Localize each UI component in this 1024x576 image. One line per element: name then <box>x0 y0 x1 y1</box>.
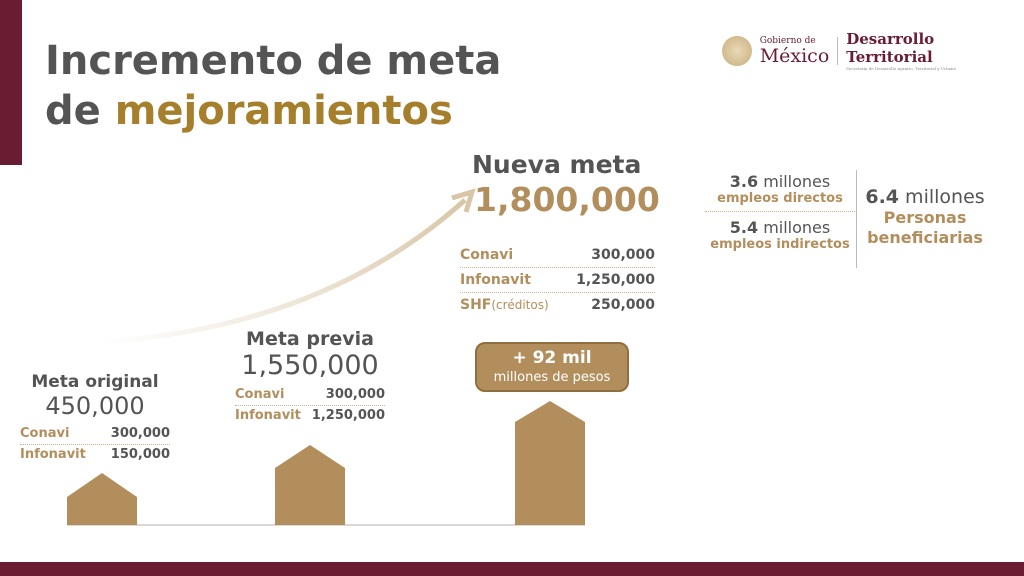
row-key: Infonavit <box>460 272 531 288</box>
row-key: Conavi <box>235 387 285 402</box>
meta-original-value: 450,000 <box>45 392 145 420</box>
row-value: 1,250,000 <box>311 408 385 423</box>
row-key: Infonavit <box>235 408 301 423</box>
meta-original: Meta original 450,000 Conavi 300,000 Info… <box>20 372 170 465</box>
stat-directos-num: 3.6 <box>729 172 759 191</box>
row-key: Conavi <box>460 247 514 263</box>
table-row: Infonavit 1,250,000 <box>235 406 385 426</box>
investment-amount: + 92 mil <box>512 348 592 368</box>
row-value: 1,250,000 <box>576 272 655 288</box>
stat-beneficiarias: 6.4 millones Personas beneficiarias <box>860 186 990 248</box>
house-bar-original <box>67 473 137 525</box>
title-line-2: de mejoramientos <box>45 86 501 136</box>
page-title: Incremento de meta de mejoramientos <box>45 36 501 136</box>
meta-original-label: Meta original <box>31 372 159 392</box>
row-key: Conavi <box>20 426 70 441</box>
logo-divider <box>837 36 839 65</box>
house-bar-previa <box>275 445 345 525</box>
stat-beneficiarias-unit: millones <box>899 186 985 208</box>
row-value: 300,000 <box>591 247 655 263</box>
logo-subtitle: Secretaría de Desarrollo Agrario, Territ… <box>846 66 957 71</box>
meta-previa-value: 1,550,000 <box>241 350 379 381</box>
stat-beneficiarias-num: 6.4 <box>865 186 900 208</box>
logo-gobierno: Gobierno de <box>759 35 816 46</box>
table-row: Conavi 300,000 <box>20 424 170 445</box>
title-line-1: Incremento de meta <box>45 38 502 84</box>
stat-indirectos-unit: millones <box>758 218 831 237</box>
row-value: 300,000 <box>110 426 170 441</box>
arrow-head-icon <box>451 188 476 213</box>
meta-previa: Meta previa 1,550,000 Conavi 300,000 Info… <box>235 328 385 426</box>
stat-indirectos-num: 5.4 <box>729 218 759 237</box>
row-value: 150,000 <box>110 447 170 462</box>
logo-dependencia: Desarrollo Territorial <box>846 30 935 66</box>
mexico-seal-icon <box>722 35 752 66</box>
row-key: Infonavit <box>20 447 86 462</box>
left-accent-band <box>0 0 22 165</box>
stat-indirectos-label: empleos indirectos <box>710 237 850 252</box>
row-value: 300,000 <box>325 387 385 402</box>
stat-beneficiarias-label-1: Personas <box>883 208 967 227</box>
stat-empleos: 3.6 millones empleos directos 5.4 millon… <box>705 172 855 252</box>
table-row: SHF(créditos) 250,000 <box>460 293 655 317</box>
stat-directos-label: empleos directos <box>705 191 855 212</box>
title-prefix: de <box>45 88 115 134</box>
nueva-meta-label: Nueva meta <box>472 150 642 179</box>
row-key-note: (créditos) <box>491 298 549 312</box>
meta-previa-label: Meta previa <box>246 328 374 350</box>
stats-divider <box>856 170 857 268</box>
stat-directos-unit: millones <box>758 172 831 191</box>
house-bar-nueva <box>515 401 585 525</box>
row-value: 250,000 <box>591 297 655 313</box>
table-row: Conavi 300,000 <box>460 243 655 268</box>
bottom-accent-band <box>0 562 1024 576</box>
investment-badge: + 92 mil millones de pesos <box>475 342 629 392</box>
title-highlight: mejoramientos <box>114 88 453 134</box>
table-row: Infonavit 150,000 <box>20 445 170 465</box>
investment-unit: millones de pesos <box>493 370 611 385</box>
nueva-meta-value: 1,800,000 <box>474 180 660 219</box>
gobierno-logo: Gobierno de México Desarrollo Territorial… <box>722 30 1024 71</box>
stat-beneficiarias-label-2: beneficiarias <box>867 228 983 247</box>
logo-mexico: México <box>759 44 830 67</box>
row-key: SHF <box>460 297 492 313</box>
table-row: Infonavit 1,250,000 <box>460 268 655 293</box>
table-row: Conavi 300,000 <box>235 385 385 406</box>
growth-arrow <box>94 198 467 345</box>
nueva-meta: Nueva meta 1,800,000 Conavi 300,000 Infon… <box>460 150 660 317</box>
